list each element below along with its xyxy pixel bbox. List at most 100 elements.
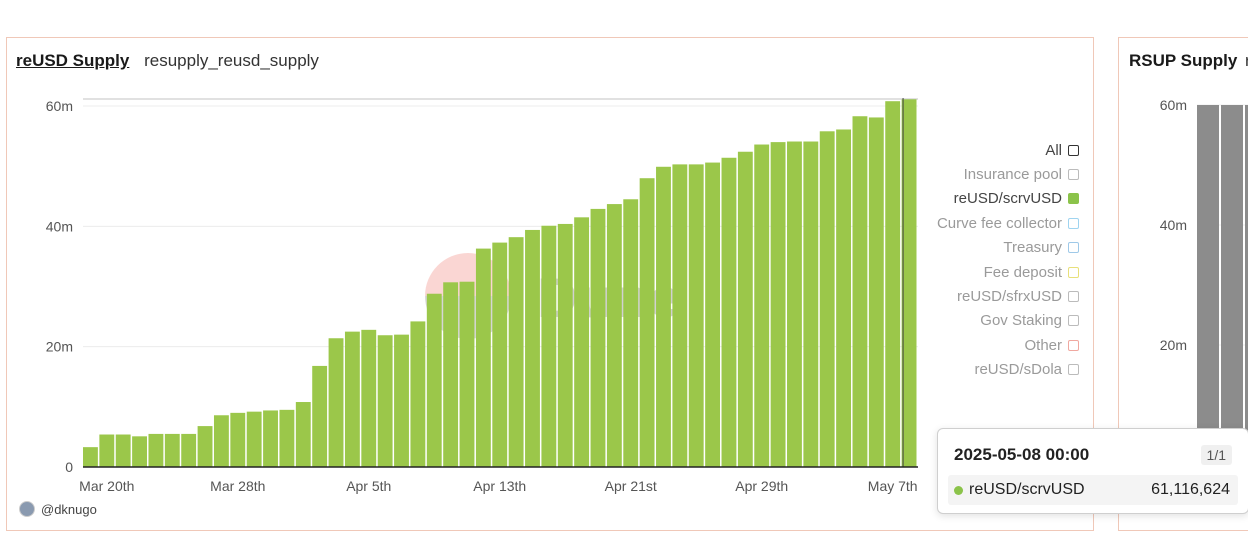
bar[interactable] bbox=[868, 117, 884, 467]
legend-label: Other bbox=[1024, 336, 1062, 354]
legend-label: Curve fee collector bbox=[936, 214, 1062, 232]
legend-checkbox-icon[interactable] bbox=[1068, 339, 1079, 351]
bar[interactable] bbox=[590, 208, 606, 467]
bar[interactable] bbox=[181, 433, 197, 467]
side-chart-subtitle: r bbox=[1245, 51, 1248, 70]
chart-title-link[interactable]: reUSD Supply bbox=[16, 51, 130, 70]
bar[interactable] bbox=[426, 293, 442, 467]
panel-title-row: reUSD Supply resupply_reusd_supply bbox=[16, 51, 319, 71]
bar[interactable] bbox=[279, 409, 295, 467]
bar[interactable] bbox=[508, 237, 524, 467]
bar[interactable] bbox=[263, 410, 278, 467]
chart-tooltip: 2025-05-08 00:00 1/1 reUSD/scrvUSD 61,11… bbox=[937, 428, 1248, 514]
legend-checkbox-icon[interactable] bbox=[1068, 242, 1079, 254]
legend-item[interactable]: Fee deposit bbox=[909, 260, 1079, 284]
bar[interactable] bbox=[705, 162, 721, 467]
bar[interactable] bbox=[492, 242, 508, 467]
y-tick-label: 40m bbox=[46, 218, 73, 234]
bar-chart[interactable]: 0 20m 40m 60m Mar 20th Mar 28th Apr 5th Apr 13t… bbox=[7, 38, 1095, 532]
side-y-tick-label: 60m bbox=[1160, 97, 1187, 113]
bar[interactable] bbox=[525, 229, 540, 467]
y-tick-label: 20m bbox=[46, 339, 73, 355]
legend-item[interactable]: reUSD/sfrxUSD bbox=[909, 284, 1079, 308]
bar[interactable] bbox=[361, 329, 377, 467]
bar[interactable] bbox=[164, 433, 180, 467]
legend-checkbox-icon[interactable] bbox=[1068, 364, 1079, 376]
bar[interactable] bbox=[377, 335, 393, 467]
bar[interactable] bbox=[688, 164, 704, 467]
legend-label: reUSD/sfrxUSD bbox=[956, 288, 1062, 306]
bar[interactable] bbox=[197, 426, 213, 467]
legend-item[interactable]: Insurance pool bbox=[909, 162, 1079, 186]
bar[interactable] bbox=[770, 142, 786, 468]
bar[interactable] bbox=[295, 402, 311, 467]
bar[interactable] bbox=[344, 331, 360, 467]
bar[interactable] bbox=[541, 225, 557, 467]
legend-item[interactable]: reUSD/sDola bbox=[909, 358, 1079, 382]
bar[interactable] bbox=[901, 99, 917, 468]
bar[interactable] bbox=[394, 334, 409, 467]
bar[interactable] bbox=[803, 141, 819, 467]
series-color-dot-icon bbox=[954, 485, 963, 495]
author-handle: @dknugo bbox=[41, 501, 97, 517]
bar[interactable] bbox=[132, 436, 147, 467]
side-bar bbox=[1197, 105, 1219, 465]
legend-item[interactable]: Gov Staking bbox=[909, 309, 1079, 333]
bar[interactable] bbox=[328, 338, 344, 467]
chart-legend: All Insurance pool reUSD/scrvUSD Curve fee … bbox=[909, 138, 1079, 382]
bar[interactable] bbox=[410, 321, 426, 467]
bar[interactable] bbox=[557, 223, 573, 467]
legend-checkbox-icon[interactable] bbox=[1068, 315, 1079, 327]
bar[interactable] bbox=[885, 101, 901, 467]
side-bar bbox=[1245, 105, 1248, 465]
tooltip-page-indicator: 1/1 bbox=[1200, 445, 1232, 465]
bar[interactable] bbox=[83, 447, 98, 467]
bar[interactable] bbox=[230, 412, 246, 467]
bar[interactable] bbox=[672, 164, 688, 467]
tooltip-series-row: reUSD/scrvUSD 61,116,624 bbox=[948, 475, 1238, 505]
reusd-supply-panel: reUSD Supply resupply_reusd_supply Dune … bbox=[6, 37, 1094, 531]
bar[interactable] bbox=[99, 434, 115, 467]
x-tick-label: Apr 21st bbox=[605, 478, 657, 494]
legend-item[interactable]: Other bbox=[909, 333, 1079, 357]
bar[interactable] bbox=[852, 116, 868, 468]
legend-checkbox-icon[interactable] bbox=[1068, 266, 1079, 278]
legend-item[interactable]: All bbox=[909, 138, 1079, 162]
legend-checkbox-icon[interactable] bbox=[1068, 217, 1079, 229]
bar[interactable] bbox=[312, 365, 328, 467]
bar[interactable] bbox=[475, 248, 491, 467]
x-tick-label: Mar 28th bbox=[210, 478, 265, 494]
bar[interactable] bbox=[754, 144, 770, 467]
legend-checkbox-icon[interactable] bbox=[1068, 169, 1079, 181]
bar[interactable] bbox=[115, 434, 131, 467]
bar[interactable] bbox=[639, 178, 655, 467]
side-y-tick-label: 20m bbox=[1160, 337, 1187, 353]
legend-checkbox-icon[interactable] bbox=[1068, 291, 1079, 303]
bar[interactable] bbox=[623, 199, 639, 467]
bar[interactable] bbox=[721, 157, 737, 467]
bar[interactable] bbox=[737, 151, 753, 467]
bar[interactable] bbox=[819, 131, 835, 467]
legend-label: reUSD/sDola bbox=[974, 361, 1062, 379]
bar[interactable] bbox=[459, 281, 475, 467]
bar[interactable] bbox=[606, 204, 622, 467]
legend-label: Fee deposit bbox=[983, 263, 1062, 281]
bar[interactable] bbox=[213, 415, 229, 467]
bar[interactable] bbox=[787, 141, 802, 467]
legend-checkbox-icon[interactable] bbox=[1068, 144, 1079, 156]
legend-checkbox-icon[interactable] bbox=[1068, 193, 1079, 205]
legend-item[interactable]: Treasury bbox=[909, 236, 1079, 260]
legend-item[interactable]: reUSD/scrvUSD bbox=[909, 187, 1079, 211]
tooltip-series-name: reUSD/scrvUSD bbox=[969, 481, 1085, 498]
bar[interactable] bbox=[148, 433, 164, 467]
bar[interactable] bbox=[443, 282, 459, 467]
legend-item[interactable]: Curve fee collector bbox=[909, 211, 1079, 235]
bar[interactable] bbox=[836, 129, 852, 467]
side-bar bbox=[1221, 105, 1243, 465]
bar[interactable] bbox=[656, 166, 671, 467]
author-attribution[interactable]: @dknugo bbox=[19, 501, 97, 517]
bar[interactable] bbox=[246, 411, 262, 467]
legend-label: reUSD/scrvUSD bbox=[953, 190, 1062, 208]
side-chart-title[interactable]: RSUP Supply bbox=[1129, 51, 1238, 70]
bar[interactable] bbox=[574, 217, 590, 467]
